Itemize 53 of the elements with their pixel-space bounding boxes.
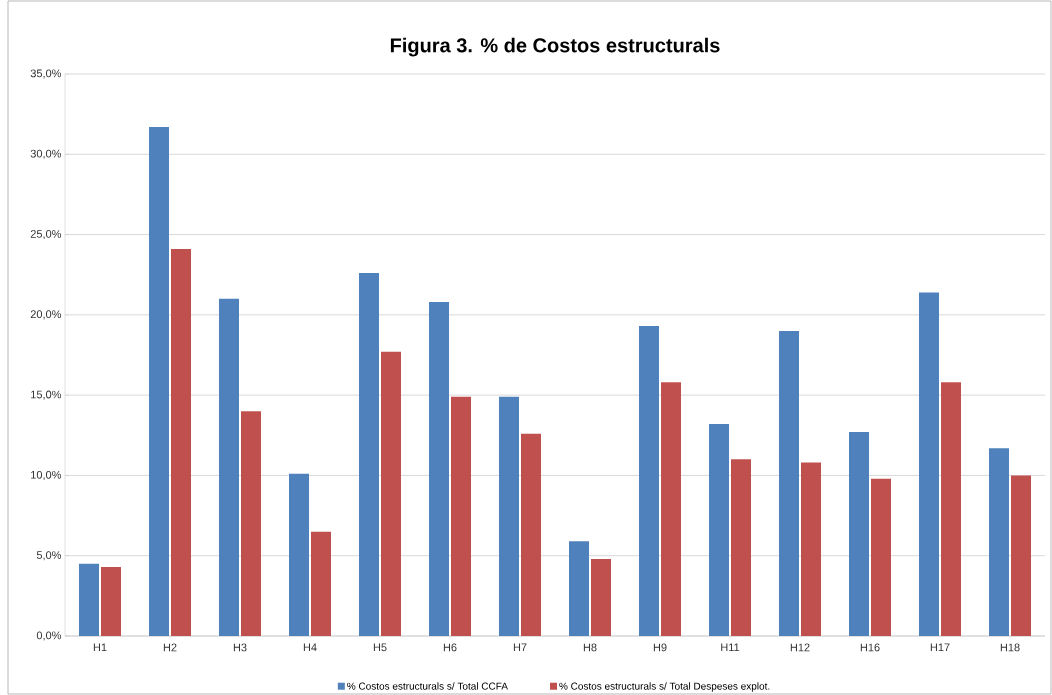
bar [171, 248, 191, 636]
x-tick-label: H18 [1000, 643, 1020, 652]
bar [849, 432, 870, 636]
bar [381, 351, 402, 636]
x-tick-label: H5 [373, 643, 387, 652]
bar [591, 558, 611, 636]
x-tick-label: H1 [93, 643, 107, 652]
bar [521, 433, 542, 636]
x-tick-label: H2 [163, 643, 177, 652]
x-tick-label: H12 [790, 643, 810, 652]
bar [661, 382, 682, 636]
x-tick-label: H7 [513, 643, 527, 652]
bar [941, 382, 962, 636]
bar [429, 301, 450, 636]
bar [639, 326, 660, 636]
bar [79, 563, 99, 636]
y-tick-label: 35,0% [30, 69, 62, 79]
x-tick-label: H6 [443, 643, 457, 652]
y-tick-label: 5,0% [36, 551, 62, 561]
x-tick-label: H11 [721, 643, 740, 652]
bar [779, 330, 800, 636]
chart-title: Figura 3. % de Costos estructurals [390, 37, 720, 57]
bar [359, 273, 380, 636]
bar [241, 411, 261, 636]
y-tick-label: 0,0% [36, 631, 62, 641]
bar [989, 448, 1010, 636]
legend-label: % Costos estructurals s/ Total CCFA [347, 682, 508, 690]
y-tick-label: 30,0% [30, 149, 62, 159]
bar [801, 462, 822, 636]
y-tick-label: 20,0% [30, 310, 62, 320]
y-tick-label: 25,0% [30, 229, 62, 240]
bar [101, 566, 121, 636]
bar [731, 459, 752, 636]
bar [289, 473, 309, 636]
bar [709, 424, 730, 636]
bar [149, 126, 169, 636]
bar [451, 396, 472, 636]
bar [219, 298, 239, 636]
x-tick-label: H4 [303, 643, 317, 652]
x-tick-label: H8 [583, 643, 597, 652]
y-tick-label: 15,0% [31, 390, 62, 400]
bar [919, 292, 940, 636]
x-tick-label: H17 [930, 643, 950, 652]
bar [499, 396, 520, 636]
legend-label: % Costos estructurals s/ Total Despeses explot. [559, 682, 770, 692]
x-tick-label: H9 [653, 643, 667, 652]
bar [569, 541, 589, 636]
bar [311, 531, 331, 636]
y-tick-label: 10,0% [31, 470, 62, 480]
x-tick-label: H16 [860, 643, 880, 652]
bar [1011, 475, 1032, 636]
bar [871, 478, 892, 636]
x-tick-label: H3 [233, 643, 247, 652]
